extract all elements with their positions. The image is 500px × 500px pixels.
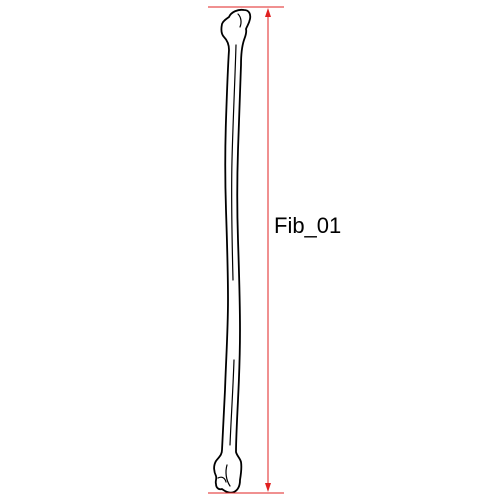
length-measurement: [208, 6, 284, 494]
measure-arrow-top: [265, 8, 271, 17]
fibula-malleolus-notch: [217, 476, 227, 483]
measure-arrow-bottom: [265, 483, 271, 492]
fibula-bone: [213, 8, 252, 494]
fibula-ridge-lower: [229, 359, 235, 446]
measurement-label: Fib_01: [274, 213, 342, 238]
fibula-malleolus-detail: [225, 464, 231, 487]
fibula-ridge-upper: [230, 44, 237, 281]
fibula-head-detail: [237, 13, 242, 28]
